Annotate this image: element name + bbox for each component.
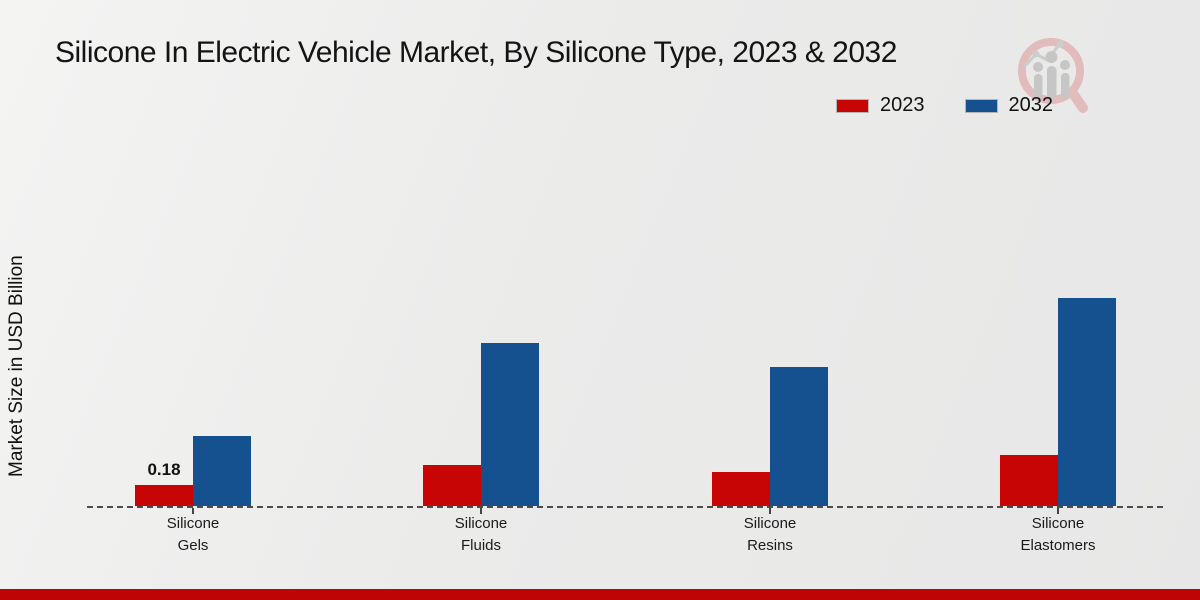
x-axis-tick <box>192 508 194 514</box>
legend-item-2023: 2023 <box>836 94 925 117</box>
category-label: Silicone Resins <box>743 515 797 554</box>
bar-2032-silicone-gels <box>193 436 251 506</box>
x-axis-tick <box>1057 508 1059 514</box>
bar-2032-silicone-resins <box>770 367 828 506</box>
bar-2023-silicone-elastomers <box>1000 455 1058 506</box>
bar-2032-silicone-fluids <box>481 343 539 506</box>
bar-2023-silicone-gels <box>135 485 193 506</box>
bar-2023-silicone-resins <box>712 472 770 506</box>
bar-value-label: 0.18 <box>147 460 181 479</box>
x-axis-baseline <box>87 506 1163 508</box>
legend-label-2023: 2023 <box>880 94 925 116</box>
magnifier-ring-icon <box>1018 38 1084 104</box>
category-label: Silicone Fluids <box>454 515 508 554</box>
chart-title: Silicone In Electric Vehicle Market, By … <box>55 36 897 69</box>
magnifier-handle-icon <box>1067 87 1088 113</box>
bar-2032-silicone-elastomers <box>1058 298 1116 506</box>
category-label: Silicone Elastomers <box>1020 515 1096 554</box>
market-research-logo-watermark <box>1018 38 1088 113</box>
bar-2023-silicone-fluids <box>423 465 481 506</box>
legend-item-2032: 2032 <box>964 94 1054 117</box>
legend: 2023 2032 <box>836 94 1053 117</box>
footer-accent-bar <box>0 589 1200 600</box>
x-axis-tick <box>769 508 771 514</box>
legend-swatch-2032 <box>964 98 998 113</box>
legend-swatch-2023 <box>836 98 869 113</box>
legend-label-2032: 2032 <box>1008 94 1054 116</box>
x-axis-tick <box>480 508 482 514</box>
category-label: Silicone Gels <box>166 515 220 554</box>
